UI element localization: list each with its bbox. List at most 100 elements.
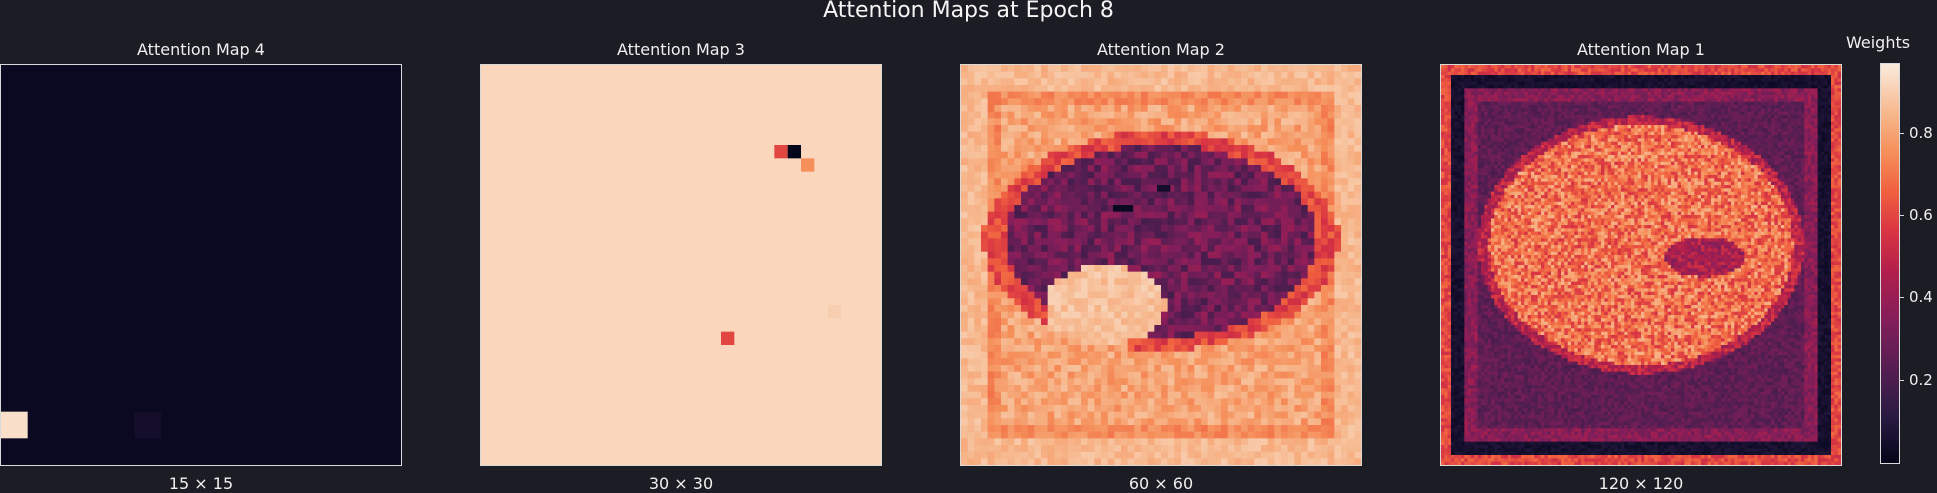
heatmap-cell <box>1148 385 1155 392</box>
heatmap-cell <box>1491 72 1495 76</box>
heatmap-cell <box>1294 158 1301 165</box>
heatmap-cell <box>1488 82 1492 86</box>
heatmap-cell <box>1181 72 1188 79</box>
heatmap-cell <box>1588 78 1592 82</box>
panel-caption: 15 × 15 <box>0 474 402 493</box>
heatmap-cell <box>1101 92 1108 99</box>
heatmap-cell <box>1061 385 1068 392</box>
heatmap-cell <box>1544 75 1548 79</box>
heatmap-cell <box>1268 445 1275 452</box>
heatmap-cell <box>981 252 988 259</box>
heatmap-cell <box>1074 278 1081 285</box>
heatmap-cell <box>1524 72 1528 76</box>
heatmap-cell <box>1254 378 1261 385</box>
heatmap-cell <box>1241 278 1248 285</box>
heatmap-cell <box>1788 92 1792 96</box>
heatmap-cell <box>1034 298 1041 305</box>
heatmap-cell <box>1194 372 1201 379</box>
heatmap-cell <box>1241 145 1248 152</box>
heatmap-cell <box>1314 292 1321 299</box>
heatmap-cell <box>1221 412 1228 419</box>
heatmap-cell <box>1108 145 1115 152</box>
heatmap-cell <box>1464 75 1468 79</box>
heatmap-cell <box>1691 78 1695 82</box>
heatmap-cell <box>1048 185 1055 192</box>
heatmap-cell <box>1748 75 1752 79</box>
heatmap-cell <box>1201 365 1208 372</box>
heatmap-cell <box>1054 318 1061 325</box>
heatmap-cell <box>1308 305 1315 312</box>
heatmap-cell <box>1181 398 1188 405</box>
heatmap-cell <box>1354 198 1361 205</box>
heatmap-cell <box>1148 125 1155 132</box>
heatmap-cell <box>1611 68 1615 72</box>
heatmap-cell <box>1181 78 1188 85</box>
heatmap-cell <box>1008 372 1015 379</box>
heatmap-cell <box>1348 332 1355 339</box>
heatmap-cell <box>1494 92 1498 96</box>
heatmap-cell <box>1568 82 1572 86</box>
heatmap-cell <box>1261 452 1268 459</box>
heatmap-cell <box>1571 72 1575 76</box>
heatmap-cell <box>1141 145 1148 152</box>
heatmap-cell <box>974 305 981 312</box>
heatmap-cell <box>1074 225 1081 232</box>
heatmap-cell <box>1101 332 1108 339</box>
heatmap-cell <box>1574 68 1578 72</box>
heatmap-cell <box>1088 98 1095 105</box>
heatmap-cell <box>1094 358 1101 365</box>
heatmap-cell <box>1638 92 1642 96</box>
heatmap-cell <box>1461 88 1465 92</box>
heatmap-cell <box>968 85 975 92</box>
heatmap-cell <box>1728 92 1732 96</box>
heatmap-cell <box>1068 345 1075 352</box>
heatmap-cell <box>1014 72 1021 79</box>
heatmap-cell <box>1281 118 1288 125</box>
heatmap-cell <box>1121 445 1128 452</box>
heatmap-cell <box>1134 365 1141 372</box>
heatmap-cell <box>988 232 995 239</box>
heatmap-cell <box>1598 92 1602 96</box>
heatmap-cell <box>1208 92 1215 99</box>
heatmap-cell <box>1261 258 1268 265</box>
heatmap-cell <box>1001 132 1008 139</box>
heatmap-cell <box>1161 338 1168 345</box>
heatmap-cell <box>1301 152 1308 159</box>
heatmap-cell <box>1134 65 1141 72</box>
heatmap-cell <box>1121 238 1128 245</box>
heatmap-cell <box>1254 138 1261 145</box>
heatmap-cell <box>961 198 968 205</box>
heatmap-cell <box>1034 92 1041 99</box>
heatmap-cell <box>1041 145 1048 152</box>
heatmap-cell <box>1001 212 1008 219</box>
heatmap-cell <box>1208 338 1215 345</box>
heatmap-cell <box>1174 198 1181 205</box>
heatmap-cell <box>1148 225 1155 232</box>
heatmap-cell <box>1711 88 1715 92</box>
heatmap-cell <box>1268 392 1275 399</box>
heatmap-cell <box>1041 412 1048 419</box>
heatmap-cell <box>1541 98 1545 102</box>
heatmap-cell <box>1494 95 1498 99</box>
heatmap-cell <box>1581 92 1585 96</box>
heatmap-cell <box>1831 82 1835 86</box>
heatmap-cell <box>1738 75 1742 79</box>
heatmap-cell <box>1228 72 1235 79</box>
heatmap-cell <box>1804 65 1808 69</box>
heatmap-cell <box>1618 92 1622 96</box>
heatmap-cell <box>1751 98 1755 102</box>
heatmap-cell <box>1678 65 1682 69</box>
heatmap-cell <box>1274 458 1281 465</box>
heatmap-cell <box>1234 365 1241 372</box>
heatmap-cell <box>1234 238 1241 245</box>
heatmap-cell <box>1021 432 1028 439</box>
heatmap-cell <box>1328 252 1335 259</box>
heatmap-cell <box>1094 112 1101 119</box>
heatmap-cell <box>1341 252 1348 259</box>
heatmap-cell <box>1061 452 1068 459</box>
heatmap-cell <box>974 392 981 399</box>
heatmap-cell <box>1814 78 1818 82</box>
heatmap-cell <box>1454 78 1458 82</box>
heatmap-cell <box>1288 378 1295 385</box>
heatmap-cell <box>1214 65 1221 72</box>
